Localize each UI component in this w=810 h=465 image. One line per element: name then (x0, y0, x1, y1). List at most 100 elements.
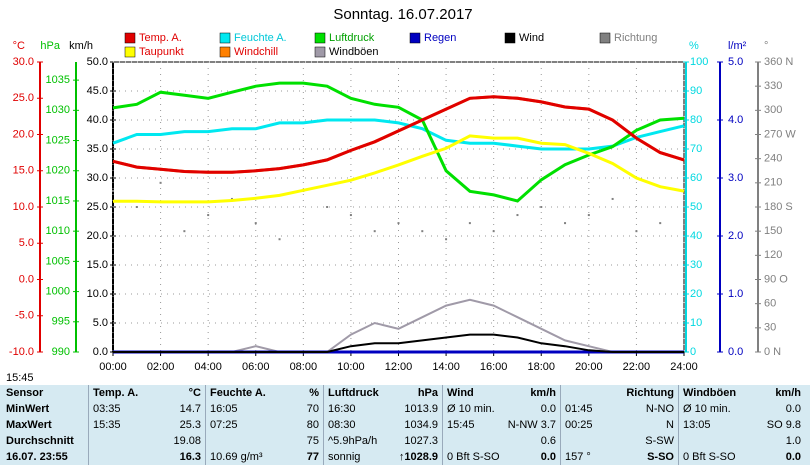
x-tick-label: 20:00 (575, 361, 603, 373)
cell-text: Feuchte A. (210, 387, 266, 399)
y-tick-label: 90 O (764, 273, 788, 285)
y-tick-label: 60 (764, 298, 776, 310)
y-tick-label: 30 (690, 259, 702, 271)
cell-group: Windböen km/h (678, 385, 805, 401)
direction-dot (492, 230, 495, 233)
x-tick-label: 16:00 (480, 361, 508, 373)
y-tick-label: 120 (764, 249, 782, 261)
cell-group: Ø 10 min. 0.0 (442, 401, 560, 417)
x-tick-label: 24:00 (670, 361, 698, 373)
legend-swatch (124, 32, 136, 44)
table-row: MaxWert 15:35 25.3 07:25 80 08:30 1034.9 15:45 N… (0, 417, 810, 433)
series-line (113, 333, 684, 353)
y-tick-label: 40 (690, 230, 702, 242)
legend-swatch (409, 32, 421, 44)
legend-swatch (219, 32, 231, 44)
legend-label: Taupunkt (139, 46, 184, 58)
cell-text: 16.3 (179, 451, 201, 463)
legend-label: Windböen (329, 46, 379, 58)
cell-group: 01:45 N-NO (560, 401, 678, 417)
cell-text: Windböen (683, 387, 737, 399)
cell-text: % (309, 387, 319, 399)
direction-dot (349, 214, 352, 217)
cell-text: Ø 10 min. (683, 403, 731, 415)
cell-text: 03:35 (93, 403, 121, 415)
cell-text: Ø 10 min. (447, 403, 495, 415)
cell-text: sonnig (328, 451, 361, 463)
cell-text: 10.69 g/m³ (210, 451, 263, 463)
summary-table: Sensor Temp. A. °C Feuchte A.% Luftdruck hPa W… (0, 385, 810, 465)
cell-group: Ø 10 min. 0.0 (678, 401, 805, 417)
cell-group: 16:05 70 (205, 401, 323, 417)
cell-text: S-SW (645, 435, 674, 447)
y-tick-label: 20.0 (87, 230, 108, 242)
cell-text: 00:25 (565, 419, 593, 431)
legend-label: Windchill (234, 46, 278, 58)
y-tick-label: 1030 (46, 104, 70, 116)
cell-group: Wind km/h (442, 385, 560, 401)
y-tick-label: 270 W (764, 128, 796, 140)
legend-swatch (219, 46, 231, 58)
cell-text: N (666, 419, 674, 431)
cell-text: N-NO (645, 403, 674, 415)
y-tick-label: 70 (690, 143, 702, 155)
y-tick-label: 3.0 (728, 172, 743, 184)
y-tick-label: 10.0 (87, 288, 108, 300)
cell-group: 07:25 80 (205, 417, 323, 433)
y-tick-label: 100 (690, 56, 708, 68)
direction-dot (659, 222, 662, 225)
x-tick-label: 02:00 (147, 361, 175, 373)
cell-text: 0.0 (785, 451, 801, 463)
y-tick-label: 4.0 (728, 114, 743, 126)
cell-text: 25.3 (179, 419, 201, 431)
cell-text: 13:05 (683, 419, 711, 431)
x-tick-label: 14:00 (432, 361, 460, 373)
cell-group: 1.0 (678, 433, 805, 449)
cell-text: 19.08 (173, 435, 201, 447)
direction-dot (278, 238, 281, 241)
y-tick-label: 0 N (764, 346, 781, 358)
direction-dot (587, 214, 590, 217)
cell-group: sonnig ↑1028.9 (323, 449, 442, 465)
cell-text: 16:05 (210, 403, 238, 415)
cell-text: Richtung (626, 387, 674, 399)
y-tick-label: 90 (690, 85, 702, 97)
legend-label: Regen (424, 32, 456, 44)
direction-dot (183, 230, 186, 233)
direction-dot (397, 222, 400, 225)
cell-text: 75 (306, 435, 319, 447)
series-line (112, 118, 685, 151)
cell-text: 07:25 (210, 419, 238, 431)
axis-label: ° (764, 40, 768, 52)
direction-dot (373, 230, 376, 233)
table-row: Durchschnitt 19.08 75 ^5.9hPa/h 1027.3 0.6 S-S… (0, 433, 810, 449)
y-tick-label: 995 (52, 316, 70, 328)
cell-group: Feuchte A.% (205, 385, 323, 401)
cell-text: 157 ° (565, 451, 591, 463)
direction-dot (135, 206, 138, 208)
axis-label: °C (13, 40, 25, 52)
legend-swatch (504, 32, 516, 44)
legend-swatch (124, 46, 136, 58)
y-tick-label: 40.0 (87, 114, 108, 126)
y-tick-label: 1.0 (728, 288, 743, 300)
y-tick-label: 1005 (46, 255, 70, 267)
y-tick-label: 330 (764, 80, 782, 92)
cell-text: Temp. A. (93, 387, 139, 399)
y-tick-label: 35.0 (87, 143, 108, 155)
cell-text: ↑1028.9 (398, 451, 438, 463)
cell-text: km/h (530, 387, 556, 399)
cell-text: 0 Bft S-SO (683, 451, 736, 463)
direction-dot (254, 222, 257, 225)
cell-text: 0.0 (785, 403, 801, 415)
cell-text: SO 9.8 (766, 419, 801, 431)
y-tick-label: 0.0 (19, 273, 34, 285)
cell-group: 08:30 1034.9 (323, 417, 442, 433)
y-tick-label: 50.0 (87, 56, 108, 68)
y-tick-label: -5.0 (15, 310, 34, 322)
row-label: 16.07. 23:55 (6, 451, 68, 463)
direction-dot (516, 214, 519, 217)
cell-group: 15:35 25.3 (88, 417, 205, 433)
y-tick-label: 5.0 (93, 317, 108, 329)
y-tick-label: 2.0 (728, 230, 743, 242)
